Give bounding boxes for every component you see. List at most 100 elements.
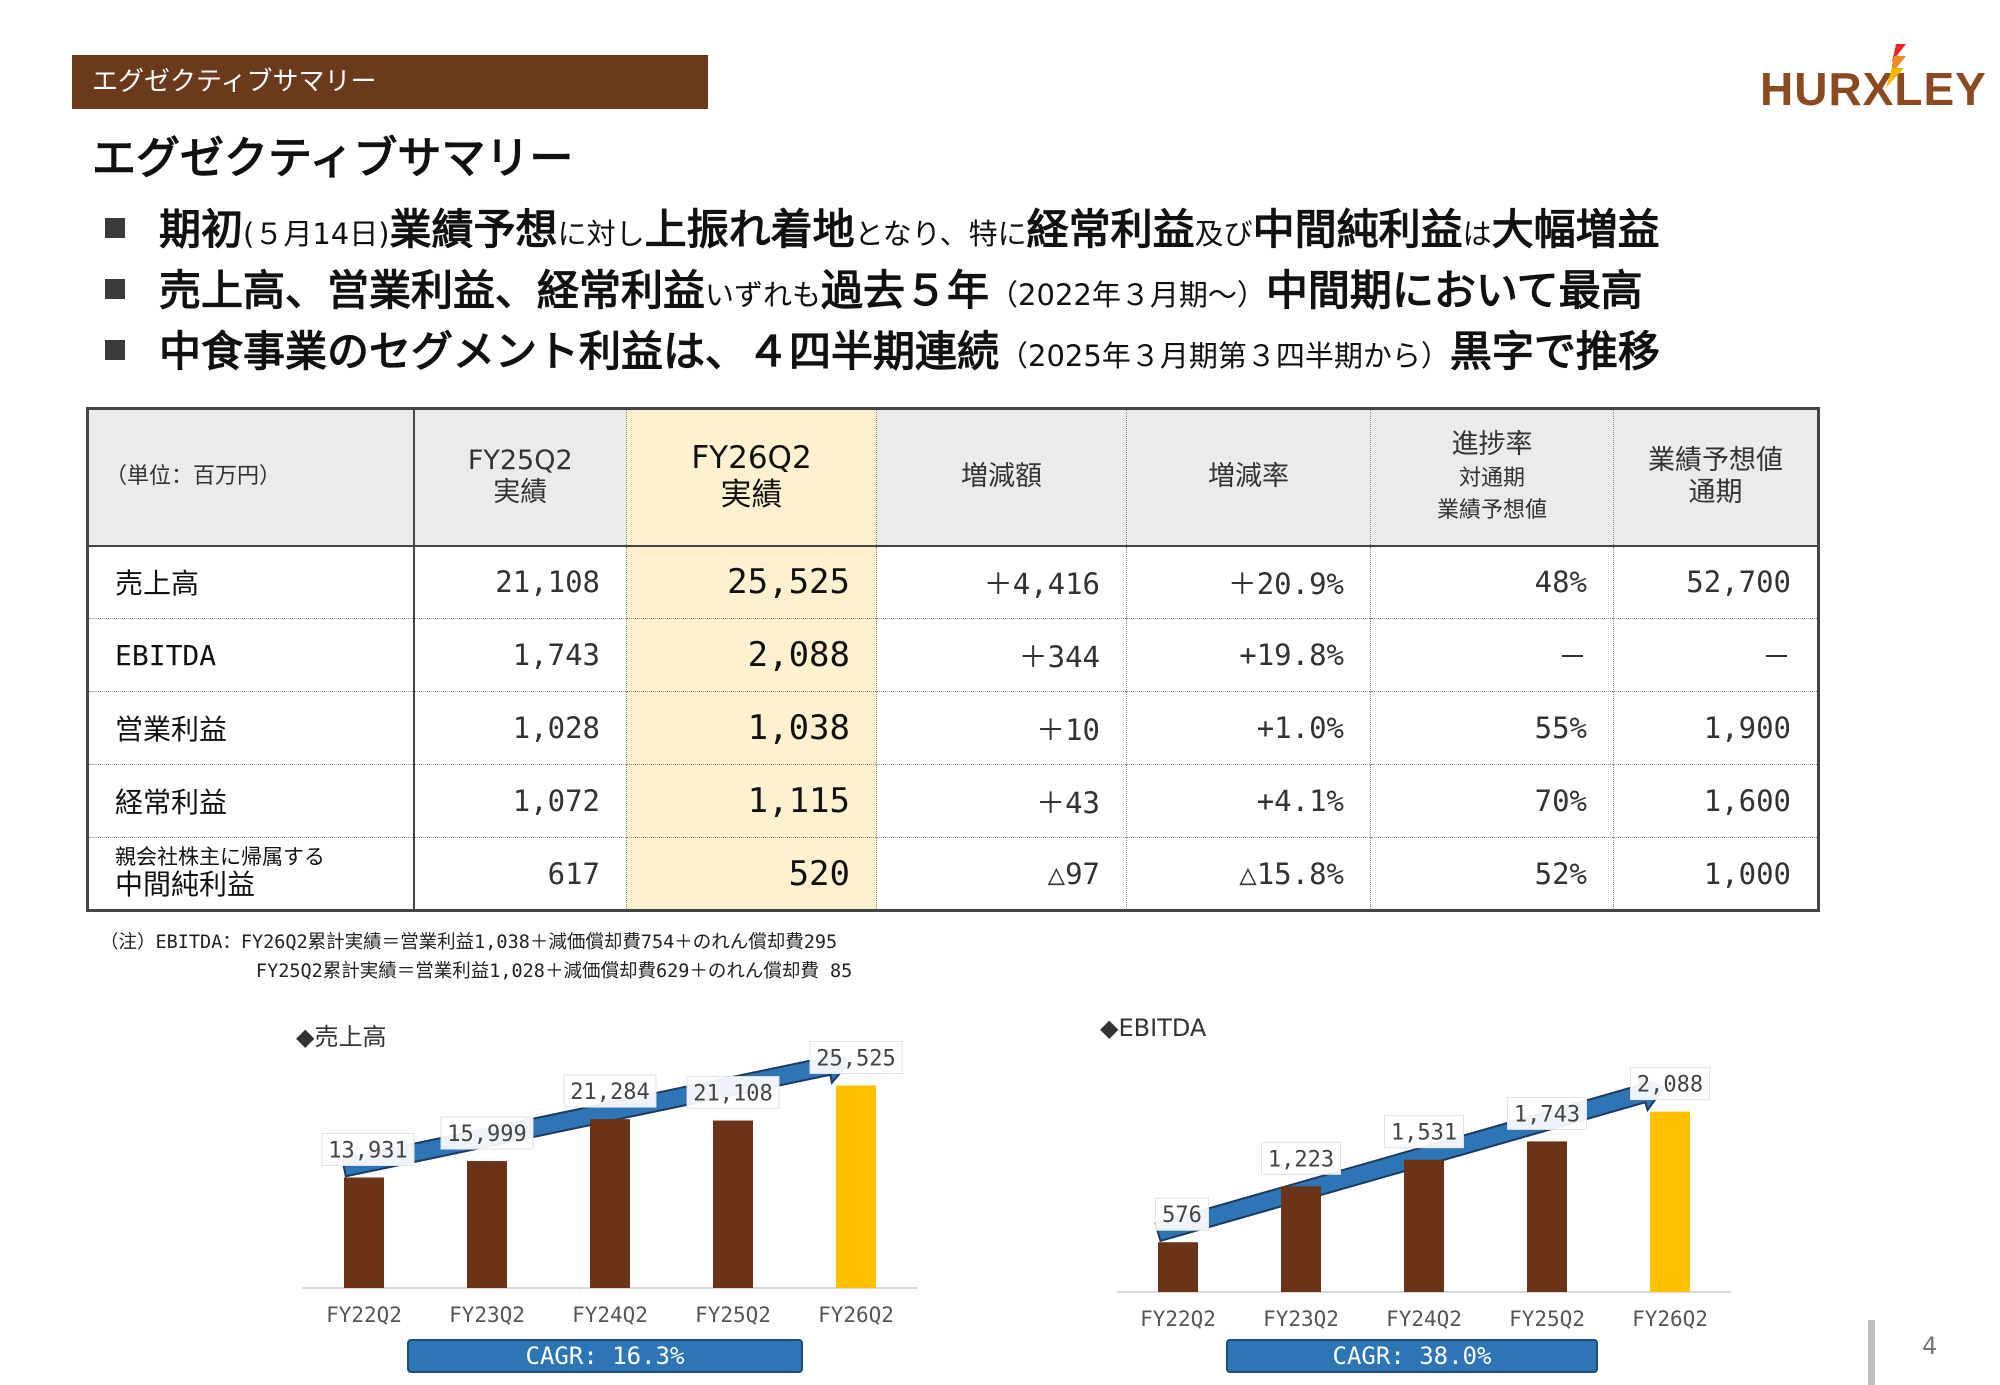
bullet-text: 業績予想 — [389, 205, 558, 254]
sales-cagr-badge: CAGR: 16.3% — [407, 1339, 803, 1373]
cell-fy26: 1,038 — [626, 691, 877, 765]
row-label: 親会社株主に帰属する 中間純利益 — [87, 837, 415, 911]
cell-forecast: 1,000 — [1613, 837, 1819, 911]
data-label: 15,999 — [447, 1122, 526, 1147]
row-label: 営業利益 — [87, 691, 415, 765]
bullet-text: （2022年３月期～） — [989, 278, 1266, 312]
bullet-square-icon — [105, 218, 125, 238]
table-header-row: （単位：百万円） FY25Q2 実績 FY26Q2 実績 増減額 増減率 進捗率 対… — [87, 408, 1819, 546]
cell-progress: － — [1370, 618, 1614, 692]
bullet-text: 上振れ着地 — [644, 205, 855, 254]
data-label-box — [1507, 1096, 1587, 1130]
bullet-square-icon — [105, 279, 125, 299]
page-title: エグゼクティブサマリー — [92, 133, 574, 184]
category-label: FY22Q2 — [326, 1303, 402, 1327]
note-line: （注）EBITDA：FY26Q2累計実績＝営業利益1,038＋減価償却費754＋… — [100, 932, 838, 953]
bullet-text: 黒字で推移 — [1449, 327, 1660, 376]
cell-progress: 55% — [1370, 691, 1614, 765]
data-label-box — [1630, 1067, 1710, 1101]
bullet-text: 経常利益 — [1026, 205, 1195, 254]
section-tab: エグゼクティブサマリー — [72, 55, 708, 109]
sales-chart: 13,931 FY22Q2 15,999 FY23Q2 21,284 FY24Q2 21,1… — [302, 1041, 918, 1327]
cell-rate: ＋20.9% — [1126, 545, 1371, 619]
data-label-box — [563, 1074, 657, 1108]
category-label: FY25Q2 — [1509, 1307, 1585, 1330]
cell-change: ＋4,416 — [876, 545, 1127, 619]
cell-progress: 48% — [1370, 545, 1614, 619]
cell-fy25: 617 — [413, 837, 627, 911]
bullet-text: いずれも — [705, 278, 822, 312]
cell-forecast: 1,900 — [1613, 691, 1819, 765]
bullet-text: 及び — [1194, 217, 1253, 251]
category-label: FY26Q2 — [1632, 1307, 1708, 1330]
data-label-box — [686, 1076, 780, 1110]
ebitda-chart: 576 FY22Q2 1,223 FY23Q2 1,531 FY24Q2 1,743 FY25… — [1116, 1067, 1732, 1330]
bullet-text: に対し — [557, 217, 645, 251]
data-label: 2,088 — [1637, 1073, 1703, 1098]
cell-change: ＋43 — [876, 764, 1127, 838]
table-row: EBITDA 1,743 2,088 ＋344 +19.8% － － — [87, 618, 1819, 692]
data-label: 13,931 — [328, 1138, 407, 1163]
bullet-text: 過去５年 — [821, 266, 990, 315]
cell-change: △97 — [876, 837, 1127, 911]
bullet-item: 期初 (５月14日) 業績予想 に対し 上振れ着地 となり、特に 経常利益 及び 中間純利益は大… — [105, 196, 1660, 257]
header-forecast: 業績予想値 通期 — [1613, 408, 1819, 546]
data-label: 1,223 — [1268, 1147, 1334, 1172]
bar — [1527, 1141, 1567, 1292]
cell-rate: △15.8% — [1126, 837, 1371, 911]
page-number: 4 — [1922, 1332, 1938, 1360]
summary-bullets: 期初 (５月14日) 業績予想 に対し 上振れ着地 となり、特に 経常利益 及び 中間純利益は大… — [105, 196, 1660, 379]
table-row: 親会社株主に帰属する 中間純利益 617 520 △97 △15.8% 52% … — [87, 837, 1819, 911]
category-label: FY22Q2 — [1140, 1307, 1216, 1330]
cell-progress: 70% — [1370, 764, 1614, 838]
bullet-text: 中食事業のセグメント利益は、４四半期連続 — [159, 327, 1000, 376]
category-label: FY24Q2 — [572, 1303, 648, 1327]
category-label: FY25Q2 — [695, 1303, 771, 1327]
unit-label: （単位：百万円） — [87, 408, 415, 546]
cell-forecast: － — [1613, 618, 1819, 692]
bullet-text: となり、特に — [854, 217, 1027, 251]
data-label-box — [1261, 1141, 1341, 1175]
row-label: 経常利益 — [87, 764, 415, 838]
cell-fy25: 1,072 — [413, 764, 627, 838]
cell-fy25: 21,108 — [413, 545, 627, 619]
ebitda-cagr-badge: CAGR: 38.0% — [1226, 1339, 1598, 1373]
table-note: （注）EBITDA：FY26Q2累計実績＝営業利益1,038＋減価償却費754＋… — [100, 928, 852, 986]
bar — [1281, 1186, 1321, 1292]
cell-fy26: 2,088 — [626, 618, 877, 692]
row-label: 売上高 — [87, 545, 415, 619]
page-number-divider — [1868, 1320, 1875, 1385]
header-rate: 増減率 — [1126, 408, 1371, 546]
data-label: 576 — [1162, 1203, 1202, 1228]
data-label: 1,531 — [1391, 1121, 1457, 1146]
bullet-text: (５月14日) — [243, 217, 390, 251]
table-row: 売上高 21,108 25,525 ＋4,416 ＋20.9% 48% 52,7… — [87, 545, 1819, 619]
data-label-box — [809, 1041, 903, 1075]
category-label: FY24Q2 — [1386, 1307, 1462, 1330]
data-label-box — [321, 1132, 415, 1166]
table-row: 経常利益 1,072 1,115 ＋43 +4.1% 70% 1,600 — [87, 764, 1819, 838]
bar — [1404, 1159, 1444, 1292]
ebitda-chart-title: ◆EBITDA — [1100, 1014, 1207, 1042]
note-line: FY25Q2累計実績＝営業利益1,028＋減価償却費629＋のれん償却費 85 — [100, 961, 853, 982]
bullet-text: （2025年３月期第３四半期から） — [999, 339, 1450, 373]
cell-fy25: 1,743 — [413, 618, 627, 692]
bullet-item: 売上高、営業利益、経常利益 いずれも 過去５年 （2022年３月期～） 中間期において最… — [105, 257, 1660, 318]
bullet-text: は — [1462, 217, 1492, 251]
data-label: 21,108 — [693, 1082, 772, 1107]
data-label-box — [1384, 1115, 1464, 1149]
bullet-text: 大幅増益 — [1491, 205, 1660, 254]
sales-chart-title: ◆売上高 — [296, 1023, 387, 1051]
logo-flame-icon — [1886, 44, 1906, 88]
cell-change: ＋10 — [876, 691, 1127, 765]
cell-fy26: 25,525 — [626, 545, 877, 619]
cell-rate: +4.1% — [1126, 764, 1371, 838]
table-row: 営業利益 1,028 1,038 ＋10 +1.0% 55% 1,900 — [87, 691, 1819, 765]
cell-rate: +19.8% — [1126, 618, 1371, 692]
bullet-text: 中間期において最高 — [1265, 266, 1643, 315]
logo-text: HURXLEY — [1760, 63, 1987, 115]
bullet-item: 中食事業のセグメント利益は、４四半期連続 （2025年３月期第３四半期から） 黒字で… — [105, 318, 1660, 379]
category-label: FY26Q2 — [818, 1303, 894, 1327]
cell-forecast: 52,700 — [1613, 545, 1819, 619]
cell-change: ＋344 — [876, 618, 1127, 692]
